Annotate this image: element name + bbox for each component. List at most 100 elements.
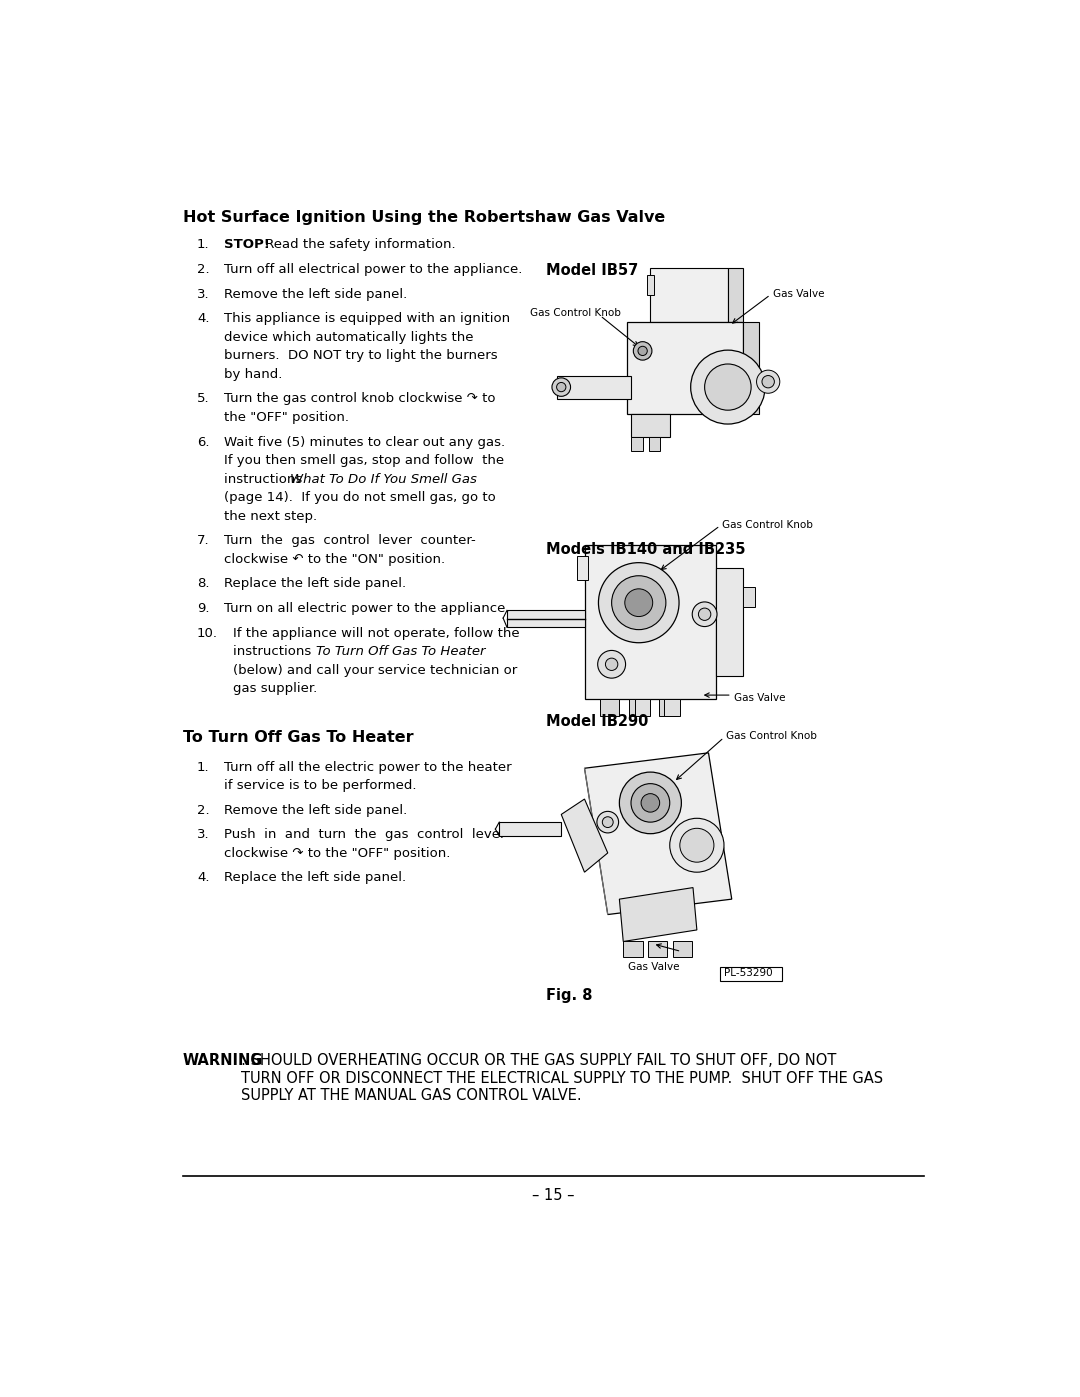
Text: clockwise ↶ to the "ON" position.: clockwise ↶ to the "ON" position.: [225, 553, 445, 566]
Circle shape: [625, 588, 652, 616]
Text: Replace the left side panel.: Replace the left side panel.: [225, 577, 406, 591]
Text: Read the safety information.: Read the safety information.: [261, 239, 456, 251]
Text: Gas Control Knob: Gas Control Knob: [723, 520, 813, 531]
Circle shape: [692, 602, 717, 627]
Bar: [507, 610, 584, 627]
Text: device which automatically lights the: device which automatically lights the: [225, 331, 474, 344]
Text: WARNING: WARNING: [183, 1053, 264, 1069]
Bar: [673, 942, 692, 957]
Bar: [648, 942, 667, 957]
Circle shape: [556, 383, 566, 391]
Bar: [650, 268, 728, 321]
Circle shape: [606, 658, 618, 671]
Text: Gas Valve: Gas Valve: [734, 693, 785, 703]
Circle shape: [603, 817, 613, 827]
Text: Gas Control Knob: Gas Control Knob: [530, 307, 621, 317]
Text: Remove the left side panel.: Remove the left side panel.: [225, 288, 407, 300]
Bar: [631, 437, 643, 451]
Text: To Turn Off Gas To Heater: To Turn Off Gas To Heater: [183, 729, 414, 745]
Circle shape: [642, 793, 660, 812]
Circle shape: [638, 346, 647, 355]
Text: Model IB290: Model IB290: [545, 714, 648, 729]
Text: instructions: instructions: [233, 645, 320, 658]
Text: 4.: 4.: [197, 872, 210, 884]
Polygon shape: [619, 887, 697, 942]
Text: STOP!: STOP!: [225, 239, 270, 251]
Bar: [577, 556, 588, 580]
Text: (page 14).  If you do not smell gas, go to: (page 14). If you do not smell gas, go t…: [225, 490, 496, 504]
Text: Gas Valve: Gas Valve: [773, 289, 824, 299]
Circle shape: [552, 377, 570, 397]
Text: clockwise ↷ to the "OFF" position.: clockwise ↷ to the "OFF" position.: [225, 847, 450, 859]
Text: Remove the left side panel.: Remove the left side panel.: [225, 803, 407, 817]
Bar: [743, 587, 755, 606]
Circle shape: [670, 819, 724, 872]
Text: PL-53290: PL-53290: [724, 968, 772, 978]
Text: NO  OFF: NO OFF: [630, 798, 656, 803]
Text: 10.: 10.: [197, 627, 218, 640]
Bar: [623, 942, 643, 957]
Circle shape: [633, 342, 652, 360]
Text: 1.: 1.: [197, 760, 210, 774]
Text: Model IB57: Model IB57: [545, 263, 638, 278]
Bar: [659, 698, 678, 715]
Text: If the appliance will not operate, follow the: If the appliance will not operate, follo…: [233, 627, 521, 640]
Bar: [649, 437, 661, 451]
Bar: [716, 569, 743, 676]
Text: if service is to be performed.: if service is to be performed.: [225, 780, 417, 792]
Circle shape: [631, 784, 670, 823]
Bar: [600, 698, 619, 715]
Bar: [664, 698, 679, 715]
Text: Hot Surface Ignition Using the Robertshaw Gas Valve: Hot Surface Ignition Using the Robertsha…: [183, 210, 665, 225]
Text: 3.: 3.: [197, 288, 210, 300]
Polygon shape: [728, 268, 743, 321]
Text: 2.: 2.: [197, 263, 210, 277]
Bar: [557, 376, 631, 398]
Text: Replace the left side panel.: Replace the left side panel.: [225, 872, 406, 884]
Circle shape: [598, 563, 679, 643]
Circle shape: [762, 376, 774, 388]
Circle shape: [679, 828, 714, 862]
Text: 5.: 5.: [197, 393, 210, 405]
Text: Fig. 8: Fig. 8: [545, 988, 592, 1003]
Text: (below) and call your service technician or: (below) and call your service technician…: [233, 664, 517, 676]
Text: What To Do If You Smell Gas: What To Do If You Smell Gas: [291, 472, 477, 486]
Text: 8.: 8.: [197, 577, 210, 591]
Bar: [630, 698, 649, 715]
Circle shape: [597, 651, 625, 678]
Text: To Turn Off Gas To Heater: To Turn Off Gas To Heater: [315, 645, 485, 658]
Text: Models IB140 and IB235: Models IB140 and IB235: [545, 542, 745, 557]
Text: This appliance is equipped with an ignition: This appliance is equipped with an ignit…: [225, 313, 510, 326]
Circle shape: [619, 773, 681, 834]
Text: Gas Control Knob: Gas Control Knob: [726, 731, 816, 742]
Text: 6.: 6.: [197, 436, 210, 448]
Text: the next step.: the next step.: [225, 510, 318, 522]
Text: burners.  DO NOT try to light the burners: burners. DO NOT try to light the burners: [225, 349, 498, 362]
Text: 3.: 3.: [197, 828, 210, 841]
Text: by hand.: by hand.: [225, 367, 283, 381]
Text: 7.: 7.: [197, 534, 210, 548]
Text: 2.: 2.: [197, 803, 210, 817]
Circle shape: [691, 351, 765, 425]
Text: Turn off all electrical power to the appliance.: Turn off all electrical power to the app…: [225, 263, 523, 277]
Text: – 15 –: – 15 –: [532, 1187, 575, 1203]
Text: : SHOULD OVERHEATING OCCUR OR THE GAS SUPPLY FAIL TO SHUT OFF, DO NOT
TURN OFF O: : SHOULD OVERHEATING OCCUR OR THE GAS SU…: [241, 1053, 883, 1104]
Text: 4.: 4.: [197, 313, 210, 326]
Bar: [584, 545, 716, 698]
Circle shape: [699, 608, 711, 620]
Circle shape: [704, 365, 751, 411]
Text: instructions: instructions: [225, 472, 307, 486]
Polygon shape: [743, 321, 759, 414]
Text: NO  OFF: NO OFF: [615, 599, 640, 604]
Text: Gas Valve: Gas Valve: [629, 963, 680, 972]
Bar: [635, 698, 650, 715]
Polygon shape: [584, 753, 732, 915]
Bar: [631, 414, 670, 437]
Text: If you then smell gas, stop and follow  the: If you then smell gas, stop and follow t…: [225, 454, 504, 467]
Polygon shape: [562, 799, 608, 872]
Text: 9.: 9.: [197, 602, 210, 615]
Text: 1.: 1.: [197, 239, 210, 251]
Text: Push  in  and  turn  the  gas  control  lever: Push in and turn the gas control lever: [225, 828, 505, 841]
Bar: [499, 823, 562, 835]
Bar: [647, 275, 654, 295]
